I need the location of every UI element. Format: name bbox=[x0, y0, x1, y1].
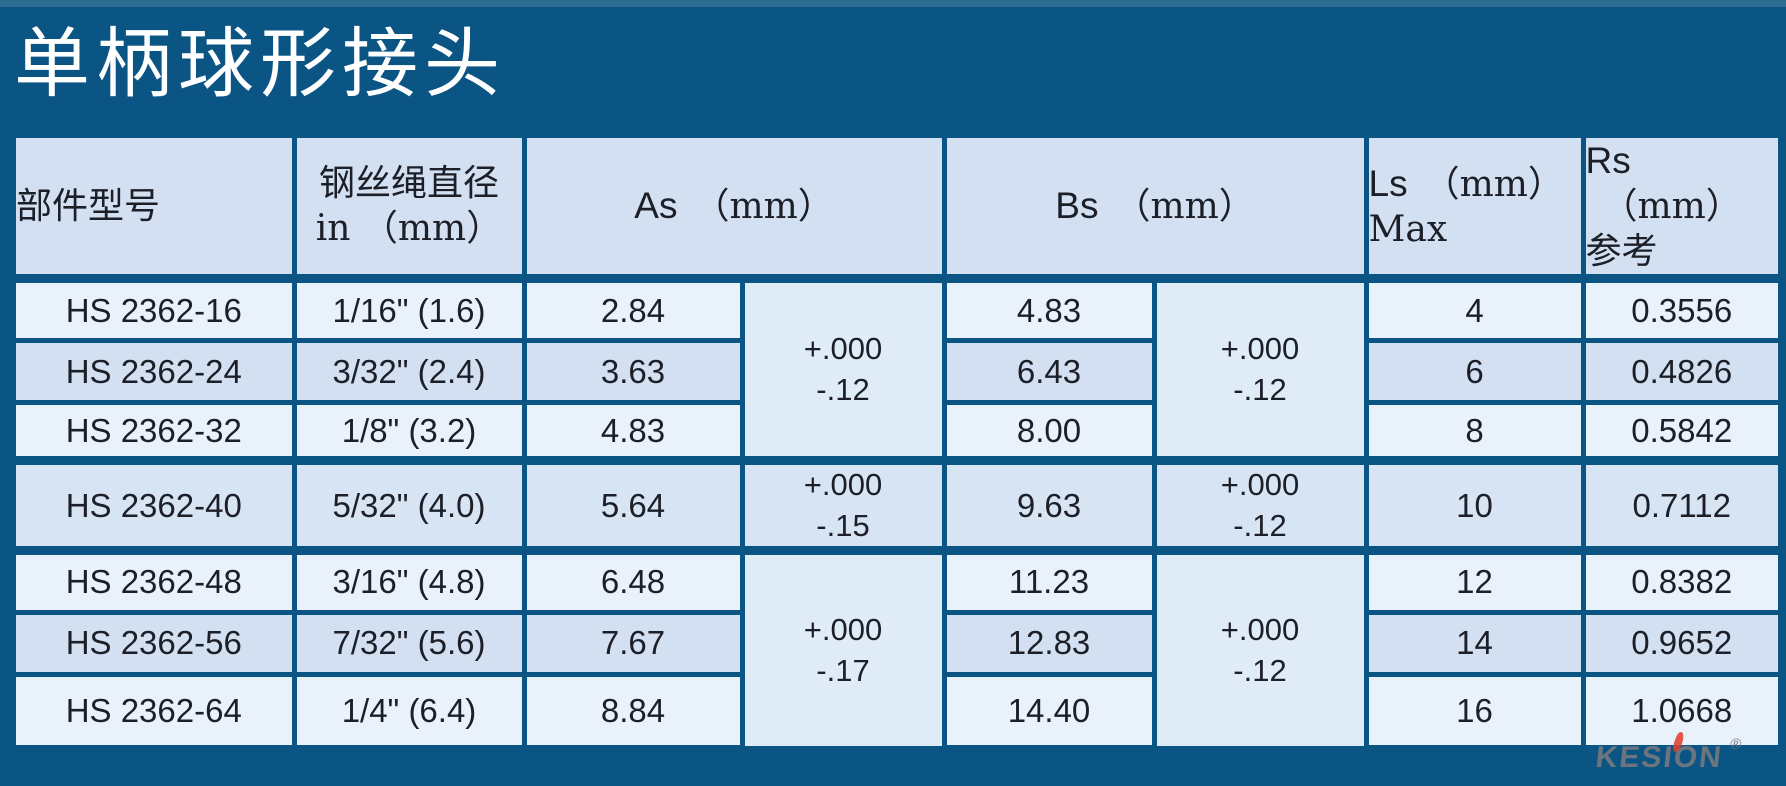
tolerance-minus: -.12 bbox=[1233, 507, 1287, 543]
cell-ls-value: 8 bbox=[1363, 400, 1586, 464]
cell-as-value: 5.64 bbox=[521, 456, 745, 553]
header-row: 部件型号 钢丝绳直径 in （mm） As （mm） Bs （mm） Ls （mm） … bbox=[9, 131, 1785, 282]
cell-part: HS 2362-64 bbox=[9, 671, 297, 756]
cell-bs-tolerance: +.000 -.12 bbox=[1151, 456, 1369, 553]
cell-part: HS 2362-32 bbox=[9, 400, 297, 464]
col-header-bs-label: Bs bbox=[1055, 185, 1099, 226]
cell-rs-value: 0.5842 bbox=[1580, 400, 1785, 464]
cell-bs-value: 14.40 bbox=[941, 671, 1157, 756]
col-header-bs-unit: （mm） bbox=[1114, 186, 1255, 227]
cell-part: HS 2362-56 bbox=[9, 609, 297, 677]
cell-part: HS 2362-48 bbox=[9, 545, 297, 615]
col-header-diameter-line2: in （mm） bbox=[315, 208, 503, 250]
cell-diameter: 3/32" (2.4) bbox=[291, 338, 527, 406]
cell-part: HS 2362-16 bbox=[9, 274, 297, 344]
tolerance-minus: -.17 bbox=[816, 652, 870, 688]
spec-table: 部件型号 钢丝绳直径 in （mm） As （mm） Bs （mm） Ls （mm） … bbox=[8, 130, 1786, 756]
table-row: HS 2362-16 1/16" (1.6) 2.84 +.000 -.12 4… bbox=[9, 274, 1785, 464]
table-row: HS 2362-56 7/32" (5.6) 7.67 12.83 14 0.9… bbox=[9, 609, 1785, 677]
cell-as-value: 8.84 bbox=[521, 671, 745, 756]
table-row: HS 2362-48 3/16" (4.8) 6.48 +.000 -.17 1… bbox=[9, 545, 1785, 753]
cell-diameter: 5/32" (4.0) bbox=[291, 456, 527, 553]
cell-as-tolerance: +.000 -.17 bbox=[739, 545, 947, 753]
cell-bs-value: 4.83 bbox=[941, 274, 1157, 344]
cell-ls-value: 16 bbox=[1363, 671, 1586, 756]
tolerance-plus: +.000 bbox=[1220, 331, 1300, 367]
cell-ls-value: 6 bbox=[1363, 338, 1586, 406]
cell-bs-value: 6.43 bbox=[941, 338, 1157, 406]
cell-bs-value: 12.83 bbox=[941, 609, 1157, 677]
cell-as-value: 2.84 bbox=[521, 274, 745, 344]
cell-part: HS 2362-24 bbox=[9, 338, 297, 406]
cell-rs-value: 0.7112 bbox=[1580, 456, 1785, 553]
tolerance-minus: -.12 bbox=[1233, 371, 1287, 407]
cell-ls-value: 10 bbox=[1363, 456, 1586, 553]
table-row: HS 2362-64 1/4" (6.4) 8.84 14.40 16 1.06… bbox=[9, 671, 1785, 756]
cell-diameter: 1/4" (6.4) bbox=[291, 671, 527, 756]
col-header-ls-label: Ls bbox=[1368, 162, 1408, 204]
cell-diameter: 3/16" (4.8) bbox=[291, 545, 527, 615]
cell-rs-value: 0.4826 bbox=[1580, 338, 1785, 406]
cell-rs-value: 1.0668 bbox=[1580, 671, 1785, 756]
registered-trademark-icon: ® bbox=[1729, 736, 1743, 753]
col-header-rs: Rs （mm） 参考 bbox=[1580, 131, 1785, 282]
col-header-ls-line1: Ls （mm） bbox=[1369, 161, 1581, 207]
spec-table-wrap: 部件型号 钢丝绳直径 in （mm） As （mm） Bs （mm） Ls （mm） … bbox=[8, 130, 1786, 756]
cell-rs-value: 0.9652 bbox=[1580, 609, 1785, 677]
tolerance-minus: -.15 bbox=[816, 507, 870, 543]
cell-diameter: 7/32" (5.6) bbox=[291, 609, 527, 677]
col-header-rs-label: Rs bbox=[1585, 140, 1631, 181]
cell-rs-value: 0.3556 bbox=[1580, 274, 1785, 344]
tolerance-plus: +.000 bbox=[1220, 467, 1300, 503]
col-header-rs-sub: 参考 bbox=[1585, 231, 1658, 273]
cell-as-value: 3.63 bbox=[521, 338, 745, 406]
cell-as-tolerance: +.000 -.15 bbox=[739, 456, 947, 553]
watermark-text-pre: KES bbox=[1594, 741, 1666, 774]
col-header-bs: Bs （mm） bbox=[941, 131, 1369, 282]
cell-as-value: 7.67 bbox=[521, 609, 745, 677]
col-header-as: As （mm） bbox=[521, 131, 947, 282]
cell-diameter: 1/8" (3.2) bbox=[291, 400, 527, 464]
col-header-diameter-line1: 钢丝绳直径 bbox=[318, 163, 499, 205]
cell-as-value: 4.83 bbox=[521, 400, 745, 464]
cell-as-tolerance: +.000 -.12 bbox=[739, 274, 947, 464]
tolerance-plus: +.000 bbox=[803, 331, 883, 367]
cell-ls-value: 14 bbox=[1363, 609, 1586, 677]
col-header-part: 部件型号 bbox=[9, 131, 297, 282]
cell-bs-value: 9.63 bbox=[941, 456, 1157, 553]
top-strip bbox=[0, 0, 1786, 7]
cell-bs-tolerance: +.000 -.12 bbox=[1151, 274, 1369, 464]
col-header-ls-sub: Max bbox=[1368, 208, 1448, 250]
col-header-ls: Ls （mm） Max bbox=[1363, 131, 1586, 282]
col-header-rs-unit: （mm） bbox=[1601, 186, 1742, 228]
tolerance-plus: +.000 bbox=[803, 612, 883, 648]
table-row: HS 2362-40 5/32" (4.0) 5.64 +.000 -.15 9… bbox=[9, 456, 1785, 553]
cell-bs-value: 8.00 bbox=[941, 400, 1157, 464]
col-header-ls-unit: （mm） bbox=[1423, 163, 1564, 205]
cell-rs-value: 0.8382 bbox=[1580, 545, 1785, 615]
col-header-as-label: As bbox=[634, 185, 678, 226]
col-header-diameter: 钢丝绳直径 in （mm） bbox=[291, 131, 527, 282]
cell-ls-value: 12 bbox=[1363, 545, 1586, 615]
tolerance-plus: +.000 bbox=[1220, 612, 1300, 648]
cell-ls-value: 4 bbox=[1363, 274, 1586, 344]
tolerance-minus: -.12 bbox=[1233, 652, 1287, 688]
col-header-rs-line1: Rs （mm） bbox=[1586, 138, 1779, 229]
col-header-as-unit: （mm） bbox=[693, 186, 834, 227]
cell-bs-value: 11.23 bbox=[941, 545, 1157, 615]
cell-diameter: 1/16" (1.6) bbox=[291, 274, 527, 344]
cell-as-value: 6.48 bbox=[521, 545, 745, 615]
page-title: 单柄球形接头 bbox=[14, 19, 506, 108]
tolerance-minus: -.12 bbox=[816, 371, 870, 407]
cell-part: HS 2362-40 bbox=[9, 456, 297, 553]
tolerance-plus: +.000 bbox=[803, 467, 883, 503]
watermark-logo: KESION ® bbox=[1594, 731, 1743, 775]
cell-bs-tolerance: +.000 -.12 bbox=[1151, 545, 1369, 753]
